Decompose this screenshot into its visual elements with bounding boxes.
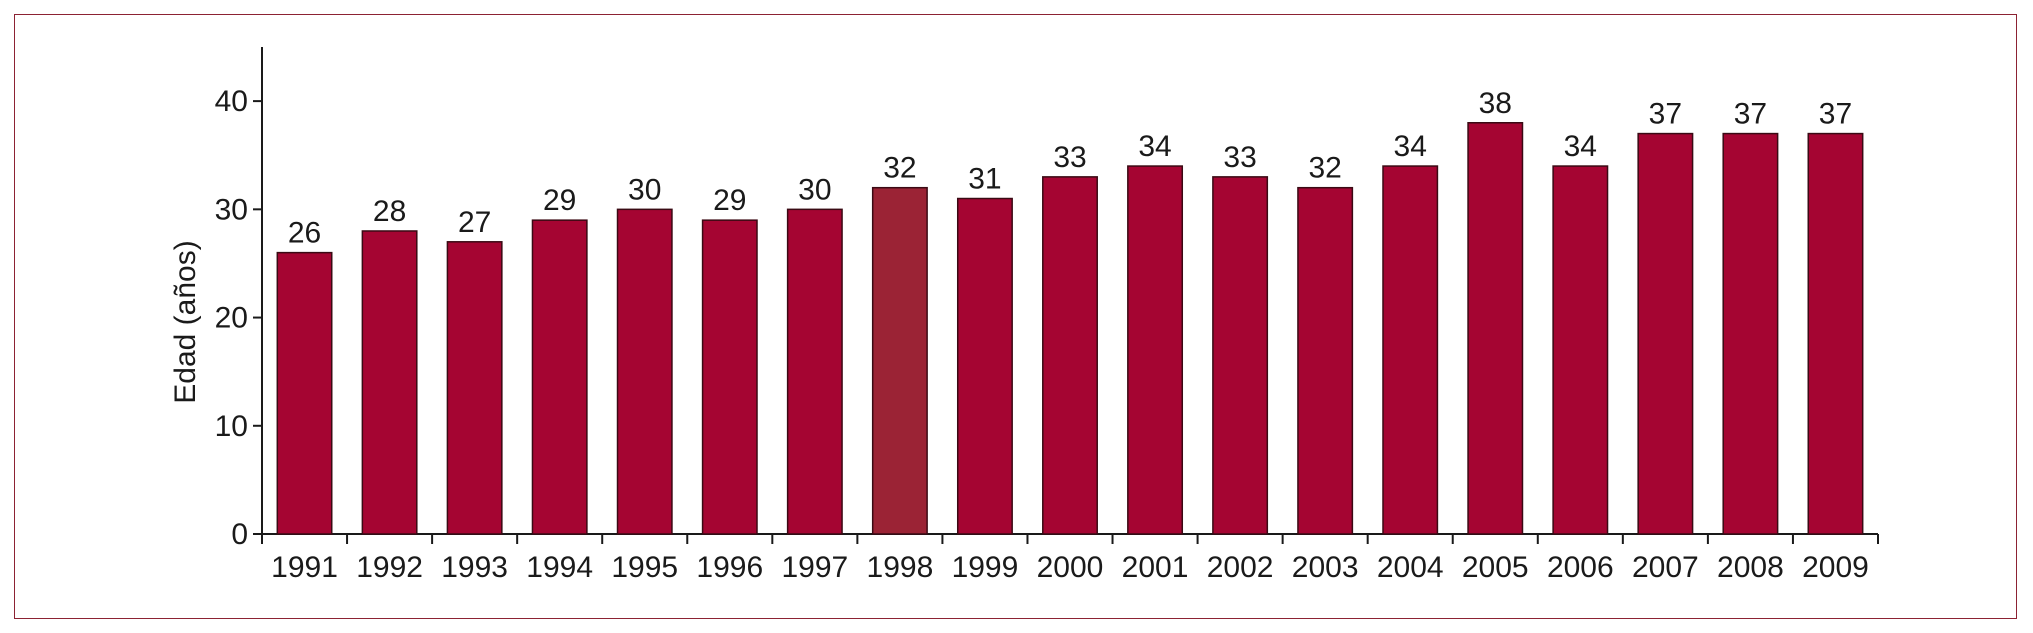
x-tick-label-2005: 2005 bbox=[1462, 551, 1529, 584]
value-label-1991: 26 bbox=[288, 217, 321, 250]
x-tick-label-2009: 2009 bbox=[1802, 551, 1869, 584]
value-label-2002: 33 bbox=[1223, 141, 1256, 174]
bar-2000 bbox=[1042, 176, 1098, 535]
value-label-2001: 34 bbox=[1138, 130, 1171, 163]
x-axis: 1991 1992 1993 1994 1995 1996 1997 1998 1999 2000… bbox=[261, 533, 1879, 584]
bars bbox=[276, 122, 1864, 535]
x-tick-label-1993: 1993 bbox=[441, 551, 508, 584]
value-label-2004: 34 bbox=[1394, 130, 1427, 163]
bar-2002 bbox=[1212, 176, 1269, 535]
bar-2004 bbox=[1382, 165, 1439, 535]
value-label-2000: 33 bbox=[1053, 141, 1086, 174]
y-tick-label: 10 bbox=[215, 410, 248, 443]
y-axis-label: Edad (años) bbox=[169, 240, 202, 403]
value-label-2009: 37 bbox=[1819, 98, 1852, 131]
y-tick-label: 0 bbox=[231, 518, 248, 551]
x-tick-label-1996: 1996 bbox=[696, 551, 763, 584]
x-tick-label-1994: 1994 bbox=[526, 551, 593, 584]
chart-frame bbox=[14, 14, 2017, 619]
y-tick-label: 30 bbox=[215, 193, 248, 226]
y-axis: 0 10 20 30 40 bbox=[215, 47, 263, 551]
bar-1991 bbox=[276, 251, 333, 535]
x-tick-label-2000: 2000 bbox=[1037, 551, 1104, 584]
y-tick-label: 20 bbox=[215, 302, 248, 335]
bar-1993 bbox=[446, 241, 503, 535]
bar-1998 bbox=[871, 186, 928, 535]
bar-1992 bbox=[361, 230, 418, 535]
value-label-2007: 37 bbox=[1649, 98, 1682, 131]
value-label-1998: 32 bbox=[883, 152, 916, 185]
value-label-1995: 30 bbox=[628, 173, 661, 206]
x-tick-label-1991: 1991 bbox=[271, 551, 338, 584]
bar-1994 bbox=[531, 219, 588, 535]
x-tick-label-1995: 1995 bbox=[611, 551, 678, 584]
x-tick-label-2007: 2007 bbox=[1632, 551, 1699, 584]
bar-2006 bbox=[1552, 165, 1609, 535]
x-tick-label-2008: 2008 bbox=[1717, 551, 1784, 584]
bar-2008 bbox=[1722, 132, 1779, 535]
bar-1996 bbox=[701, 219, 758, 535]
bar-2007 bbox=[1637, 132, 1694, 535]
x-tick-label-1999: 1999 bbox=[952, 551, 1019, 584]
bar-1999 bbox=[956, 197, 1013, 535]
value-labels: 26 28 27 29 30 29 30 32 31 33 34 33 32 34 38 34 37 37 37 bbox=[288, 87, 1852, 250]
bar-2003 bbox=[1297, 186, 1354, 535]
bar-1997 bbox=[786, 208, 843, 535]
value-label-2003: 32 bbox=[1308, 152, 1341, 185]
value-label-1994: 29 bbox=[543, 184, 576, 217]
bar-1995 bbox=[616, 208, 673, 535]
x-tick-label-2004: 2004 bbox=[1377, 551, 1444, 584]
bar-2005 bbox=[1467, 122, 1524, 535]
value-label-2006: 34 bbox=[1564, 130, 1597, 163]
value-label-1996: 29 bbox=[713, 184, 746, 217]
value-label-1997: 30 bbox=[798, 173, 831, 206]
bar-2009 bbox=[1807, 132, 1864, 535]
x-tick-label-1998: 1998 bbox=[867, 551, 934, 584]
value-label-2005: 38 bbox=[1479, 87, 1512, 120]
x-tick-label-1997: 1997 bbox=[781, 551, 848, 584]
bar-2001 bbox=[1127, 165, 1184, 535]
value-label-2008: 37 bbox=[1734, 98, 1767, 131]
x-tick-label-2006: 2006 bbox=[1547, 551, 1614, 584]
value-label-1993: 27 bbox=[458, 206, 491, 239]
value-label-1999: 31 bbox=[968, 163, 1001, 196]
x-tick-label-2002: 2002 bbox=[1207, 551, 1274, 584]
y-tick-label: 40 bbox=[215, 85, 248, 118]
value-label-1992: 28 bbox=[373, 195, 406, 228]
x-tick-label-2001: 2001 bbox=[1122, 551, 1189, 584]
x-tick-label-2003: 2003 bbox=[1292, 551, 1359, 584]
x-tick-label-1992: 1992 bbox=[356, 551, 423, 584]
